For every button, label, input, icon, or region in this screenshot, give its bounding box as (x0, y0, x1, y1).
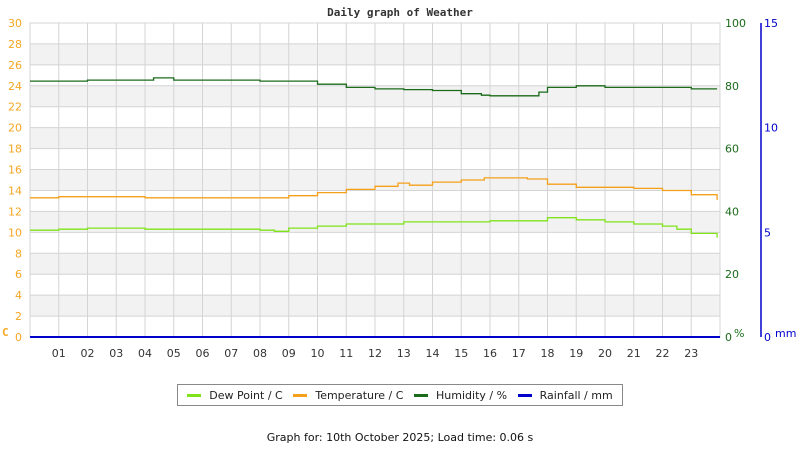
svg-text:07: 07 (224, 347, 238, 360)
svg-text:04: 04 (138, 347, 152, 360)
chart-title: Daily graph of Weather (327, 6, 473, 19)
svg-text:08: 08 (253, 347, 267, 360)
data-series (30, 77, 720, 338)
svg-text:5: 5 (764, 226, 771, 239)
svg-text:05: 05 (167, 347, 181, 360)
legend-label: Humidity / % (436, 388, 508, 402)
svg-text:21: 21 (627, 347, 641, 360)
svg-text:03: 03 (109, 347, 123, 360)
svg-text:20: 20 (598, 347, 612, 360)
svg-text:20: 20 (8, 122, 22, 135)
svg-text:8: 8 (15, 247, 22, 260)
svg-text:4: 4 (15, 289, 22, 302)
svg-text:0: 0 (764, 331, 771, 344)
dew-point-swatch (187, 393, 202, 397)
svg-text:10: 10 (764, 122, 778, 135)
svg-text:18: 18 (541, 347, 555, 360)
svg-text:09: 09 (282, 347, 296, 360)
svg-text:12: 12 (368, 347, 382, 360)
legend-label: Temperature / C (315, 388, 404, 402)
legend-label: Dew Point / C (209, 388, 283, 402)
svg-text:100: 100 (725, 17, 746, 30)
svg-text:22: 22 (8, 101, 22, 114)
svg-text:15: 15 (454, 347, 468, 360)
svg-text:10: 10 (311, 347, 325, 360)
svg-text:18: 18 (8, 143, 22, 156)
rainfall-swatch (517, 393, 532, 397)
svg-text:%: % (734, 327, 744, 340)
svg-text:0: 0 (15, 331, 22, 344)
svg-text:12: 12 (8, 205, 22, 218)
hour-axis: 01 02 03 04 05 06 07 08 09 10 11 12 13 14 15 16 17 18 19 20… (52, 347, 699, 360)
svg-text:01: 01 (52, 347, 66, 360)
svg-text:24: 24 (8, 80, 22, 93)
legend-item-dew-point: Dew Point / C (187, 388, 283, 402)
svg-text:11: 11 (339, 347, 353, 360)
svg-text:13: 13 (397, 347, 411, 360)
svg-text:16: 16 (483, 347, 497, 360)
svg-text:23: 23 (684, 347, 698, 360)
humidity-swatch (414, 393, 429, 397)
svg-text:28: 28 (8, 38, 22, 51)
svg-text:19: 19 (569, 347, 583, 360)
graph-footer: Graph for: 10th October 2025; Load time:… (266, 431, 534, 444)
svg-text:16: 16 (8, 164, 22, 177)
svg-text:40: 40 (725, 205, 739, 218)
rainfall-axis: 0 5 10 15 mm (760, 17, 796, 344)
legend-item-humidity: Humidity / % (414, 389, 507, 402)
legend-item-temperature: Temperature / C (293, 389, 403, 402)
svg-text:14: 14 (426, 347, 440, 360)
chart-legend: Dew Point / C Temperature / C Humidity /… (177, 384, 623, 406)
legend-item-rainfall: Rainfall / mm (517, 388, 613, 402)
svg-text:20: 20 (725, 268, 739, 281)
svg-text:22: 22 (656, 347, 670, 360)
svg-text:0: 0 (725, 331, 732, 344)
svg-text:6: 6 (15, 268, 22, 281)
humidity-axis: 0 20 40 60 80 100% (725, 17, 746, 344)
svg-text:17: 17 (512, 347, 526, 360)
svg-text:02: 02 (81, 347, 95, 360)
legend-label: Rainfall / mm (539, 388, 613, 402)
svg-text:80: 80 (725, 80, 739, 93)
svg-text:26: 26 (8, 59, 22, 72)
svg-text:30: 30 (8, 17, 22, 30)
svg-text:mm: mm (775, 327, 796, 340)
svg-text:2: 2 (15, 310, 22, 323)
svg-text:60: 60 (725, 143, 739, 156)
svg-text:14: 14 (8, 184, 22, 197)
svg-text:15: 15 (764, 17, 778, 30)
svg-text:C: C (2, 326, 9, 339)
svg-text:06: 06 (196, 347, 210, 360)
temperature-swatch (293, 393, 308, 397)
svg-text:10: 10 (8, 226, 22, 239)
